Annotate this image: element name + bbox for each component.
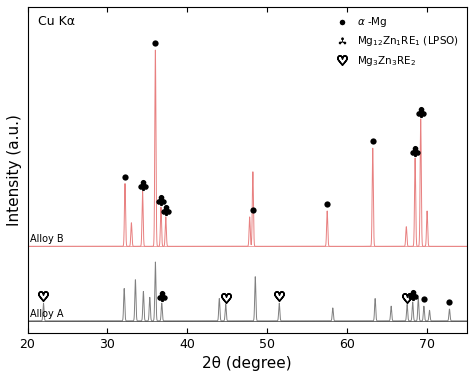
Text: Alloy B: Alloy B (30, 234, 64, 244)
X-axis label: 2θ (degree): 2θ (degree) (202, 356, 292, 371)
Y-axis label: Intensity (a.u.): Intensity (a.u.) (7, 114, 22, 226)
Legend: $\alpha$ -Mg, Mg$_{12}$Zn$_1$RE$_1$ (LPSO), Mg$_3$Zn$_3$RE$_2$: $\alpha$ -Mg, Mg$_{12}$Zn$_1$RE$_1$ (LPS… (328, 12, 462, 71)
Text: Alloy A: Alloy A (30, 309, 64, 319)
Text: Cu Kα: Cu Kα (38, 15, 75, 28)
